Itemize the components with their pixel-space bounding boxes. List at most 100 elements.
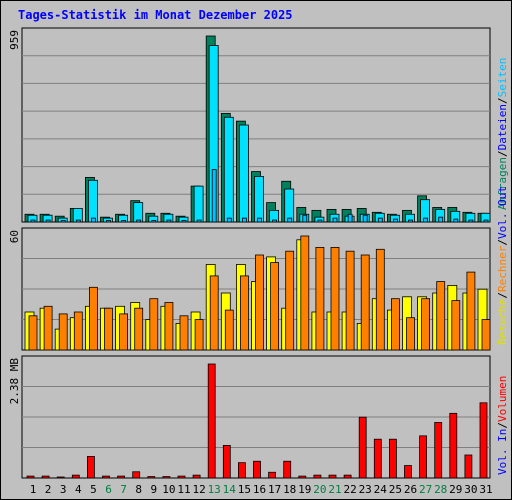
bar-seiten-day-25 bbox=[392, 218, 398, 223]
bar-volumen-day-14 bbox=[222, 445, 231, 479]
bar-volumen-day-19 bbox=[298, 475, 307, 479]
bar-rechner-day-10 bbox=[164, 302, 174, 351]
bar-volumen-day-12 bbox=[192, 474, 201, 479]
x-tick-day-24: 24 bbox=[374, 483, 388, 496]
x-tick-day-21: 21 bbox=[328, 483, 341, 496]
bar-seiten-day-3 bbox=[60, 220, 66, 223]
bar-seiten-day-1 bbox=[30, 219, 36, 223]
legend-entry: Besuche bbox=[496, 299, 509, 345]
bar-volumen-day-24 bbox=[373, 438, 382, 479]
x-tick-day-26: 26 bbox=[404, 483, 417, 496]
x-tick-day-7: 7 bbox=[120, 483, 127, 496]
bar-volumen-day-30 bbox=[464, 454, 473, 479]
x-tick-day-23: 23 bbox=[359, 483, 372, 496]
bar-volumen-day-23 bbox=[358, 416, 367, 479]
bar-seiten-day-6 bbox=[106, 220, 111, 223]
bar-rechner-day-4 bbox=[73, 311, 83, 351]
bar-volumen-day-1 bbox=[26, 475, 35, 479]
bar-rechner-day-27 bbox=[421, 298, 431, 351]
bar-seiten-day-24 bbox=[377, 217, 383, 223]
bar-volumen-day-8 bbox=[132, 471, 141, 479]
middle-max-label: 60 bbox=[8, 230, 21, 243]
bar-seiten-day-23 bbox=[362, 214, 368, 223]
x-tick-day-27: 27 bbox=[419, 483, 432, 496]
x-tick-day-3: 3 bbox=[60, 483, 67, 496]
bar-seiten-day-18 bbox=[287, 217, 293, 223]
bar-rechner-day-30 bbox=[466, 271, 476, 351]
bar-rechner-day-6 bbox=[104, 307, 113, 351]
bar-rechner-day-26 bbox=[406, 317, 415, 351]
bar-seiten-day-4 bbox=[75, 219, 81, 223]
x-tick-day-12: 12 bbox=[192, 483, 205, 496]
bar-volumen-day-25 bbox=[388, 438, 397, 479]
bar-rechner-day-24 bbox=[375, 248, 385, 351]
bar-seiten-day-28 bbox=[438, 216, 444, 223]
bar-seiten-day-10 bbox=[166, 219, 172, 223]
bar-volumen-day-7 bbox=[117, 475, 125, 479]
bar-volumen-day-17 bbox=[268, 471, 277, 479]
bar-dateien-day-8 bbox=[133, 202, 144, 223]
legend-bottom: Vol. In/Volumen bbox=[496, 376, 509, 475]
x-tick-day-2: 2 bbox=[45, 483, 52, 496]
x-tick-day-15: 15 bbox=[238, 483, 251, 496]
legend-entry: Vol. Out bbox=[496, 186, 509, 239]
bar-seiten-day-17 bbox=[272, 219, 278, 223]
bar-dateien-day-16 bbox=[254, 176, 264, 223]
bar-seiten-day-29 bbox=[453, 218, 459, 223]
bar-rechner-day-1 bbox=[28, 315, 38, 351]
bar-seiten-day-8 bbox=[136, 219, 142, 223]
x-tick-day-28: 28 bbox=[434, 483, 447, 496]
bar-rechner-day-31 bbox=[481, 319, 491, 351]
legend-entry: Volumen bbox=[496, 376, 509, 422]
bar-rechner-day-23 bbox=[360, 254, 370, 351]
x-tick-day-9: 9 bbox=[150, 483, 157, 496]
x-tick-day-22: 22 bbox=[343, 483, 356, 496]
x-tick-day-18: 18 bbox=[283, 483, 296, 496]
bar-rechner-day-20 bbox=[315, 246, 325, 351]
bar-seiten-day-26 bbox=[408, 219, 413, 223]
bar-volumen-day-27 bbox=[419, 435, 428, 479]
x-tick-day-13: 13 bbox=[208, 483, 221, 496]
bar-seiten-day-27 bbox=[423, 217, 429, 223]
bar-rechner-day-15 bbox=[239, 275, 249, 351]
bar-volumen-day-3 bbox=[56, 476, 65, 479]
bar-seiten-day-31 bbox=[483, 219, 489, 223]
bar-dateien-day-14 bbox=[223, 116, 234, 223]
bar-seiten-day-9 bbox=[151, 220, 157, 223]
bar-volumen-day-22 bbox=[343, 474, 352, 479]
bar-dateien-day-18 bbox=[284, 188, 295, 223]
chart-title: Tages-Statistik im Monat Dezember 2025 bbox=[18, 8, 293, 22]
x-tick-day-20: 20 bbox=[313, 483, 326, 496]
bar-rechner-day-29 bbox=[451, 300, 461, 351]
bar-rechner-day-8 bbox=[134, 307, 144, 351]
bar-rechner-day-21 bbox=[330, 246, 340, 351]
x-tick-day-19: 19 bbox=[298, 483, 311, 496]
bar-volumen-day-15 bbox=[237, 462, 246, 479]
bar-volumen-day-9 bbox=[147, 476, 156, 479]
x-tick-day-8: 8 bbox=[135, 483, 142, 496]
bar-seiten-day-13 bbox=[211, 169, 217, 223]
legend-middle: Besuche/Rechner/Vol. Out bbox=[496, 186, 509, 345]
bar-volumen-day-5 bbox=[87, 456, 95, 479]
bar-rechner-day-9 bbox=[149, 298, 159, 351]
x-tick-day-31: 31 bbox=[479, 483, 492, 496]
bar-rechner-day-19 bbox=[300, 235, 310, 351]
legend-entry: Anfragen bbox=[496, 157, 509, 210]
bar-seiten-day-5 bbox=[91, 217, 96, 223]
bar-volumen-day-4 bbox=[71, 474, 80, 479]
bar-volumen-day-28 bbox=[434, 422, 443, 479]
bar-rechner-day-14 bbox=[224, 309, 234, 351]
bar-seiten-day-14 bbox=[226, 217, 232, 223]
x-tick-day-6: 6 bbox=[105, 483, 112, 496]
bar-rechner-day-16 bbox=[255, 254, 264, 351]
legend-top: Anfragen/Dateien/Seiten bbox=[496, 58, 509, 210]
bar-seiten-day-30 bbox=[468, 219, 474, 223]
bar-volumen-day-26 bbox=[404, 465, 412, 479]
bar-rechner-day-2 bbox=[43, 305, 53, 351]
x-tick-day-30: 30 bbox=[464, 483, 477, 496]
bottom-max-label: 2.38 MB bbox=[8, 358, 21, 405]
top-max-label: 959 bbox=[8, 30, 21, 50]
bar-rechner-day-12 bbox=[194, 319, 204, 351]
bar-volumen-day-16 bbox=[253, 460, 261, 479]
bar-seiten-day-16 bbox=[257, 217, 262, 223]
